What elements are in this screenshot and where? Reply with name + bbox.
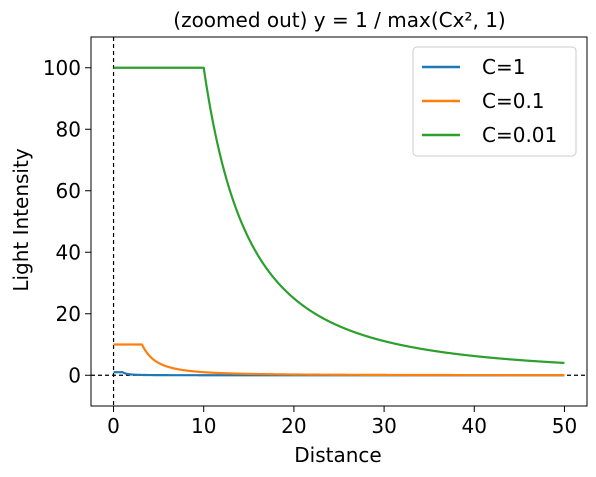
legend-label: C=1 <box>482 55 525 79</box>
x-tick-label: 50 <box>552 414 577 438</box>
legend: C=1 C=0.1 C=0.01 <box>412 46 577 157</box>
x-tick-label: 20 <box>281 414 306 438</box>
series-line-c-0-1 <box>112 343 566 377</box>
x-tick-label: 30 <box>371 414 396 438</box>
chart-title: (zoomed out) y = 1 / max(Cx², 1) <box>173 8 505 32</box>
plot-area: 0 10 20 30 40 50 0 20 40 60 80 100 <box>43 36 588 438</box>
y-tick-label: 0 <box>68 363 81 387</box>
x-tick-label: 10 <box>191 414 216 438</box>
series-lines <box>112 66 566 377</box>
y-tick-label: 80 <box>56 117 81 141</box>
x-tick-label: 0 <box>107 414 120 438</box>
plot-frame <box>90 36 588 407</box>
x-tick-label: 40 <box>462 414 487 438</box>
y-tick-label: 100 <box>43 56 81 80</box>
legend-label: C=0.1 <box>482 89 545 113</box>
x-axis-label: Distance <box>294 443 381 467</box>
series-line-c-0-01 <box>112 66 566 365</box>
y-tick-label: 60 <box>56 179 81 203</box>
y-axis-label: Light Intensity <box>9 148 33 291</box>
y-tick-label: 20 <box>56 302 81 326</box>
y-tick-label: 40 <box>56 240 81 264</box>
legend-label: C=0.01 <box>482 123 557 147</box>
legend-box <box>412 46 577 157</box>
